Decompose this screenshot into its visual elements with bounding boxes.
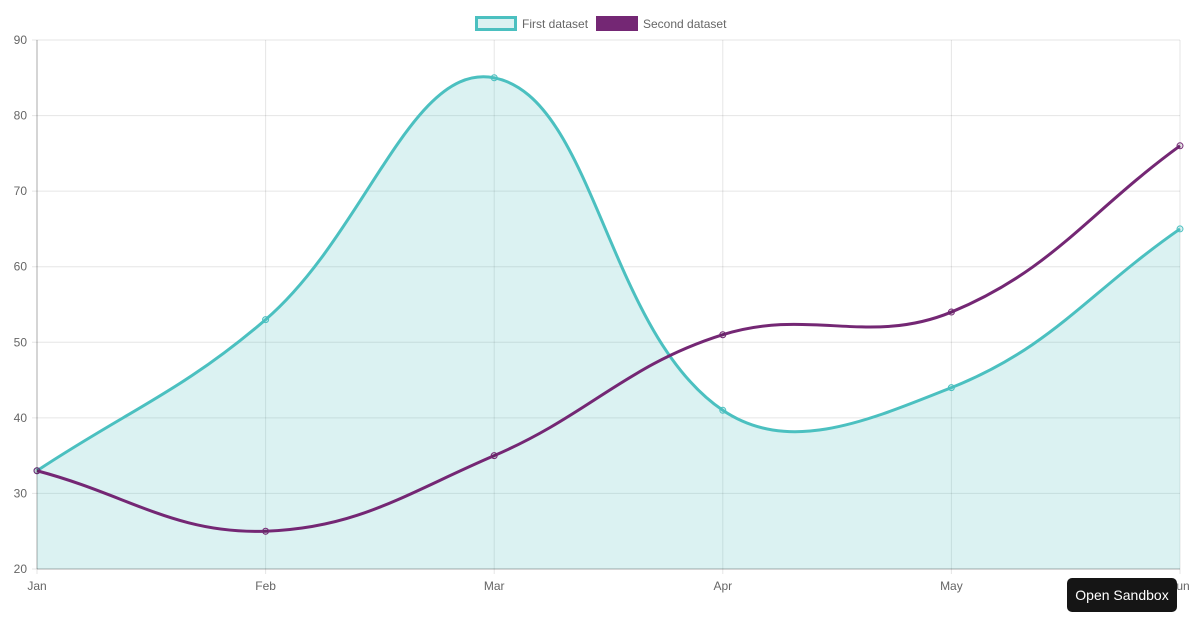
data-point	[947, 308, 955, 316]
y-tick-label: 70	[14, 184, 28, 198]
data-point	[490, 74, 498, 82]
y-tick-label: 90	[14, 33, 28, 47]
y-tick-label: 50	[14, 335, 28, 349]
series-line-1	[36, 75, 1181, 473]
legend-label: First dataset	[522, 17, 589, 31]
data-point	[719, 331, 727, 339]
data-point	[490, 452, 498, 460]
x-tick-label: Jan	[27, 579, 46, 593]
data-point	[33, 467, 41, 475]
legend-label: Second dataset	[643, 17, 727, 31]
data-point	[1176, 142, 1184, 150]
data-point	[719, 406, 727, 414]
y-tick-label: 30	[14, 486, 28, 500]
x-tick-label: Apr	[713, 579, 732, 593]
open-sandbox-button[interactable]: Open Sandbox	[1067, 578, 1177, 612]
x-tick-label: May	[940, 579, 963, 593]
legend-item-1[interactable]: First dataset	[475, 16, 589, 31]
series-area-1	[37, 76, 1180, 570]
legend-item-2[interactable]: Second dataset	[596, 16, 728, 31]
data-point	[947, 384, 955, 392]
series-line-2	[36, 144, 1181, 533]
data-point	[262, 316, 270, 324]
y-tick-label: 40	[14, 411, 28, 425]
x-tick-label: Feb	[255, 579, 276, 593]
y-tick-label: 60	[14, 260, 28, 274]
y-tick-label: 20	[14, 562, 28, 576]
x-tick-label: Mar	[484, 579, 505, 593]
y-tick-label: 80	[14, 109, 28, 123]
legend-swatch	[475, 16, 517, 31]
data-point	[1176, 225, 1184, 233]
data-point	[262, 527, 270, 535]
legend-swatch	[596, 16, 638, 31]
